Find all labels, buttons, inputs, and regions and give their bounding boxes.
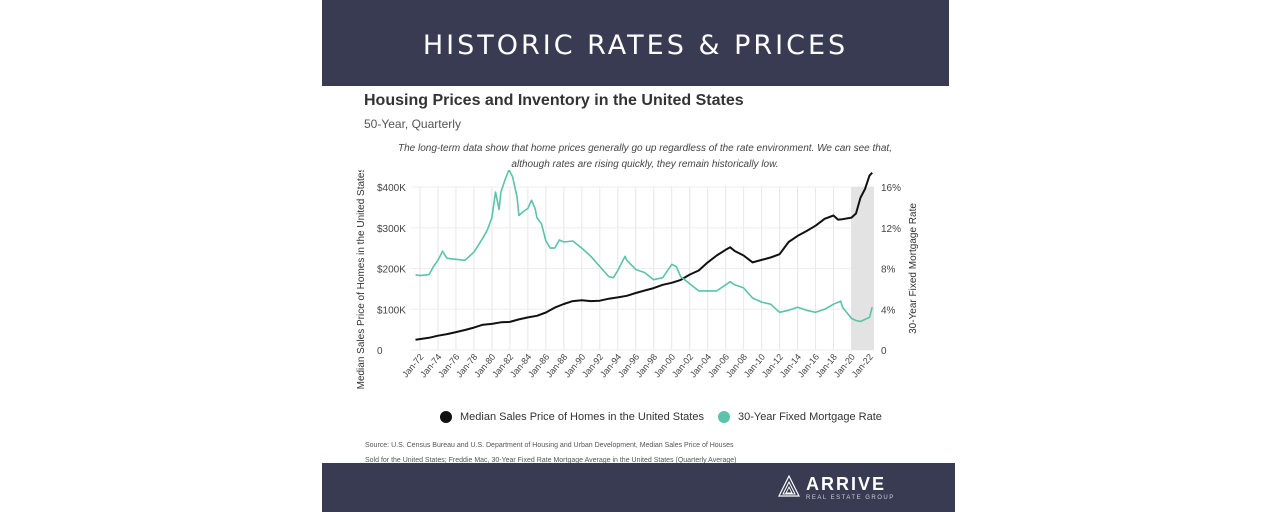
y-tick-label-right: 16% (881, 183, 901, 194)
header-banner: HISTORIC RATES & PRICES (322, 0, 949, 86)
chart-title: Housing Prices and Inventory in the Unit… (364, 92, 744, 109)
source-line-2: Sold for the United States; Freddie Mac,… (365, 457, 737, 464)
source-note: Source: U.S. Census Bureau and U.S. Depa… (365, 438, 785, 468)
legend-dot-icon (440, 411, 452, 423)
legend-label: Median Sales Price of Homes in the Unite… (460, 411, 704, 423)
y-tick-label-right: 12% (881, 224, 901, 235)
chart-note: The long-term data show that home prices… (380, 141, 910, 173)
chart-note-line-2: although rates are rising quickly, they … (511, 159, 779, 170)
y-tick-label-right: 8% (881, 265, 896, 276)
brand-logo: ARRIVE REAL ESTATE GROUP (778, 475, 895, 501)
footer-banner: ARRIVE REAL ESTATE GROUP (322, 463, 955, 512)
legend-item-rate: 30-Year Fixed Mortgage Rate (717, 411, 882, 423)
chart-note-line-1: The long-term data show that home prices… (398, 143, 892, 154)
chart-subtitle: 50-Year, Quarterly (364, 117, 461, 131)
page-title: HISTORIC RATES & PRICES (422, 30, 849, 61)
y-tick-label-left: $300K (377, 224, 406, 235)
legend-item-price: Median Sales Price of Homes in the Unite… (440, 411, 704, 423)
shaded-region (851, 187, 874, 350)
legend-dot-icon (717, 411, 730, 423)
y-tick-label-right: 4% (881, 305, 896, 316)
series-line-home-price (415, 172, 873, 341)
chart-legend: Median Sales Price of Homes in the Unite… (440, 411, 896, 423)
legend-label: 30-Year Fixed Mortgage Rate (737, 411, 882, 423)
y-axis-label-right: 30-Year Fixed Mortgage Rate (908, 203, 919, 334)
y-tick-label-left: $400K (377, 183, 406, 194)
triangle-logo-icon (778, 475, 800, 497)
y-tick-label-right: 0 (881, 346, 887, 357)
brand-name: ARRIVE (806, 474, 887, 494)
y-tick-label-left: $200K (377, 265, 406, 276)
line-chart: 0$100K$200K$300K$400K04%8%12%16%Jan-72Ja… (356, 170, 919, 389)
series-layer (415, 170, 873, 341)
source-line-1: Source: U.S. Census Bureau and U.S. Depa… (365, 442, 734, 449)
y-axis-label-left: Median Sales Price of Homes in the Unite… (356, 170, 367, 389)
y-tick-label-left: $100K (377, 305, 406, 316)
brand-subtitle: REAL ESTATE GROUP (806, 495, 895, 501)
series-line-mortgage-rate (415, 170, 873, 323)
y-tick-label-left: 0 (377, 346, 383, 357)
